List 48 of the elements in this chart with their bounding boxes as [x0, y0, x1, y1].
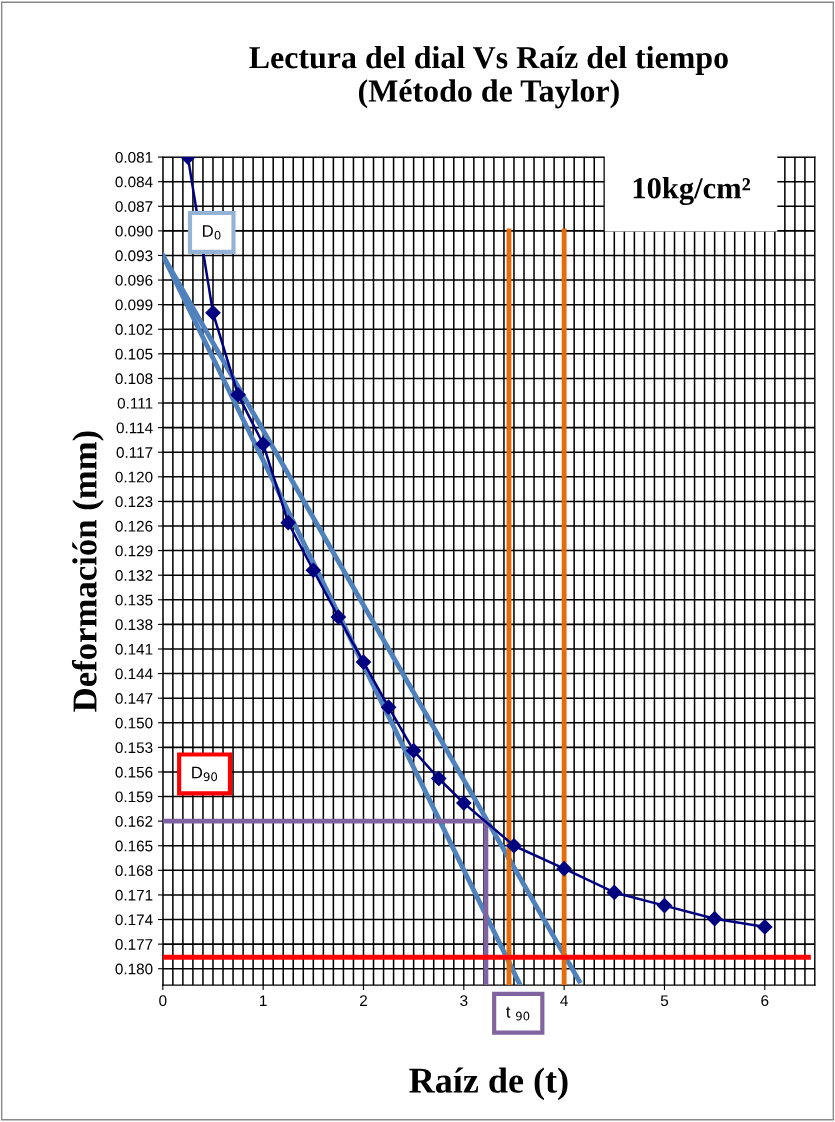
y-tick-label: 0.174	[115, 914, 153, 926]
x-tick-label: 2	[360, 995, 367, 1006]
y-tick-label: 0.129	[115, 545, 153, 557]
y-tick-label: 0.126	[115, 520, 153, 532]
y-tick-label: 0.081	[115, 151, 153, 163]
y-tick-label: 0.108	[115, 373, 153, 385]
annotation: D$_{0}$	[203, 225, 221, 240]
y-tick-label: 0.135	[115, 594, 153, 606]
y-tick-label: 0.096	[115, 274, 153, 286]
y-tick-label: 0.090	[115, 225, 153, 237]
y-tick-label: 0.102	[115, 324, 153, 335]
y-tick-label: 0.162	[115, 816, 153, 827]
y-tick-label: 0.123	[115, 496, 153, 508]
y-tick-label: 0.171	[115, 889, 153, 901]
x-tick-label: 1	[260, 995, 267, 1006]
x-tick-label: 5	[660, 995, 669, 1007]
y-tick-label: 0.114	[116, 422, 153, 434]
y-tick-label: 0.111	[117, 397, 153, 409]
y-tick-label: 0.120	[115, 471, 153, 483]
y-axis-title: Deformación (mm)	[71, 431, 104, 712]
text: t $_{90}$	[506, 1006, 530, 1021]
annotation: D$_{90}$	[192, 766, 218, 782]
y-tick-label: 0.099	[115, 299, 153, 311]
y-tick-label: 0.084	[115, 176, 153, 188]
x-tick-label: 4	[560, 995, 568, 1006]
x-tick-label: 3	[460, 995, 468, 1007]
y-tick-label: 0.132	[115, 570, 153, 581]
annotation: 10kg/cm²	[633, 177, 751, 205]
y-tick-label: 0.165	[115, 840, 153, 852]
y-tick-label: 0.180	[115, 963, 153, 975]
y-tick-label: 0.105	[115, 348, 153, 360]
y-tick-label: 0.153	[115, 742, 153, 754]
chart-title: Lectura del dial Vs Raíz del tiempo (Método de Taylor)	[249, 45, 728, 109]
x-axis-title: Raíz de (t)	[409, 1067, 568, 1101]
y-tick-label: 0.093	[115, 250, 153, 262]
y-tick-label: 0.156	[115, 766, 153, 778]
y-tick-label: 0.117	[116, 447, 153, 458]
y-tick-label: 0.144	[115, 668, 153, 680]
y-tick-label: 0.159	[115, 791, 153, 803]
y-tick-label: 0.168	[115, 865, 153, 877]
y-tick-label: 0.141	[115, 643, 153, 655]
y-tick-label: 0.177	[115, 938, 153, 950]
y-tick-label: 0.138	[115, 619, 153, 631]
x-tick-label: 6	[761, 995, 769, 1007]
y-tick-label: 0.087	[115, 201, 153, 212]
x-tick-label: 0	[159, 995, 167, 1007]
y-tick-label: 0.150	[115, 717, 153, 729]
y-tick-label: 0.147	[115, 693, 153, 704]
